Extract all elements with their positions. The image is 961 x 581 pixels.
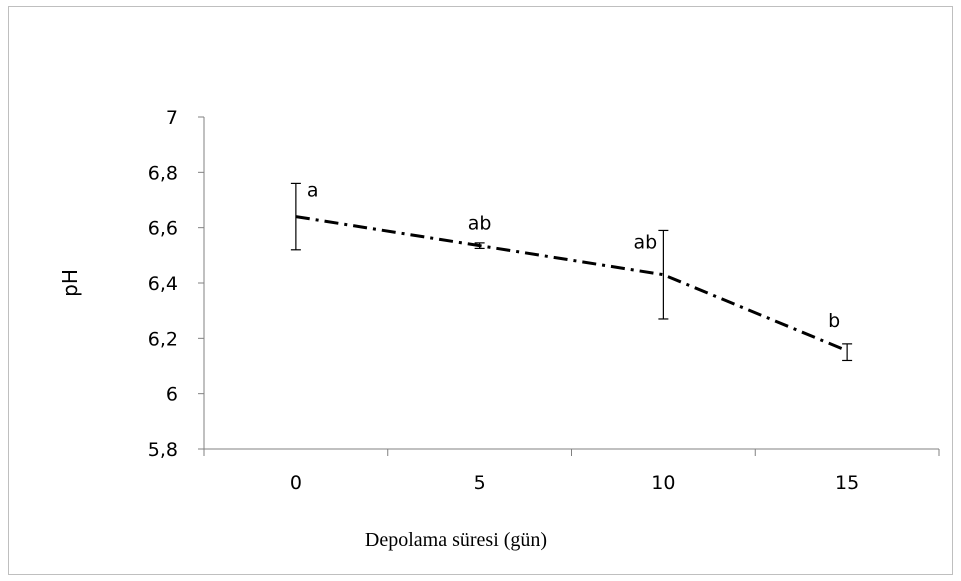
error-bar (842, 343, 853, 362)
significance-label: a (307, 179, 319, 201)
y-tick-label: 6,6 (148, 218, 178, 240)
y-axis-title: pH (58, 269, 82, 297)
y-tick-label: 6 (166, 384, 178, 406)
x-tick-label: 10 (651, 472, 675, 494)
x-tick-label: 15 (835, 472, 859, 494)
significance-labels: a ab ab b (307, 179, 840, 331)
significance-label: b (828, 310, 840, 332)
axes (203, 117, 939, 450)
chart-frame (8, 6, 953, 575)
y-tick-label: 6,2 (148, 328, 178, 350)
x-tick-label: 0 (290, 472, 302, 494)
significance-label: ab (634, 231, 658, 253)
y-tick-label: 5,8 (148, 439, 178, 461)
x-ticks: 0 5 10 15 (203, 449, 940, 494)
significance-label: ab (468, 213, 492, 235)
x-tick-label: 5 (474, 472, 486, 494)
y-tick-label: 6,8 (148, 162, 178, 184)
error-bar (658, 229, 669, 320)
series-line (295, 215, 848, 353)
y-ticks: 5,8 6 6,2 6,4 6,6 6,8 7 (148, 107, 204, 461)
y-tick-label: 6,4 (148, 273, 178, 295)
error-bars (290, 182, 853, 362)
y-tick-label: 7 (166, 107, 178, 129)
x-axis-title: Depolama süresi (gün) (365, 529, 547, 551)
